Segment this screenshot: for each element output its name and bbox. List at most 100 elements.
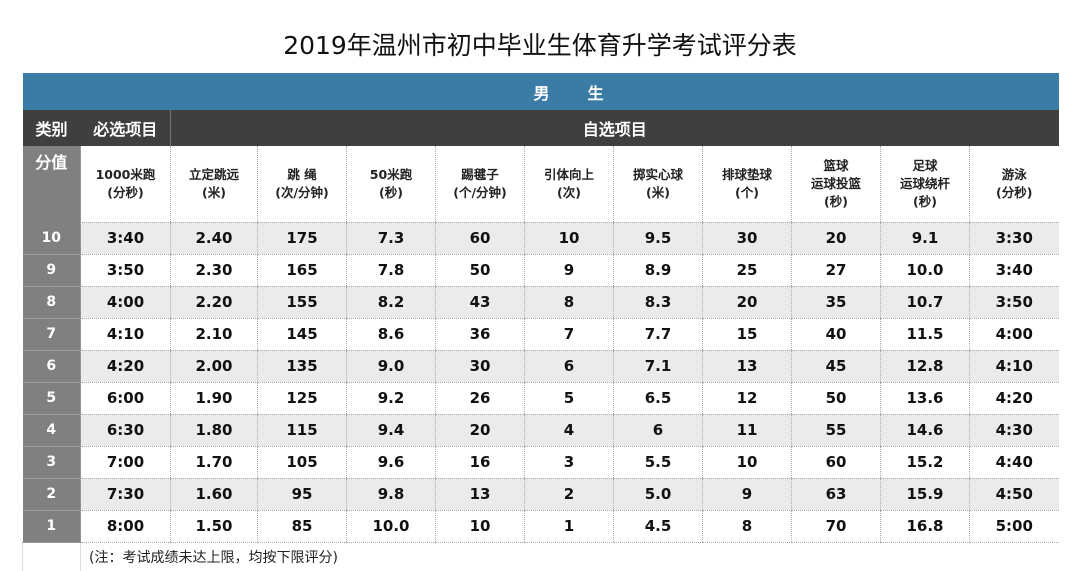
table-row: 7 4:10 2.10 145 8.6 36 7 7.7 15 40 11.5 4:00: [22, 318, 1059, 351]
page-title: 2019年温州市初中毕业生体育升学考试评分表: [283, 31, 797, 60]
value-cell: 8: [524, 286, 614, 319]
value-cell: 4:30: [969, 414, 1059, 447]
column-header: 踢毽子 (个/分钟): [435, 146, 525, 223]
value-cell: 10: [524, 222, 614, 255]
value-cell: 10: [435, 510, 525, 543]
value-cell: 4.5: [613, 510, 703, 543]
score-cell: 1: [22, 510, 81, 543]
value-cell: 3:50: [969, 286, 1059, 319]
column-header: 排球垫球 (个): [702, 146, 792, 223]
value-cell: 11: [702, 414, 792, 447]
optional-label: 自选项目: [170, 110, 1059, 146]
value-cell: 43: [435, 286, 525, 319]
value-cell: 63: [791, 478, 881, 511]
score-table: 男 生 类别 必选项目 自选项目 分值 1000米跑 (分秒) 立定跳远 (米) 跳 绳…: [22, 73, 1059, 571]
column-header-line: (秒): [379, 184, 403, 200]
value-cell: 5: [524, 382, 614, 415]
value-cell: 60: [791, 446, 881, 479]
value-cell: 9.2: [346, 382, 436, 415]
value-cell: 7.1: [613, 350, 703, 383]
table-row: 6 4:20 2.00 135 9.0 30 6 7.1 13 45 12.8 4:10: [22, 350, 1059, 383]
value-cell: 1: [524, 510, 614, 543]
value-cell: 3:40: [80, 222, 171, 255]
value-cell: 11.5: [880, 318, 970, 351]
column-header-line: (米): [646, 184, 670, 200]
table-row: 2 7:30 1.60 95 9.8 13 2 5.0 9 63 15.9 4:50: [22, 478, 1059, 511]
value-cell: 8.2: [346, 286, 436, 319]
column-header-line: (秒): [824, 193, 848, 209]
value-cell: 50: [435, 254, 525, 287]
column-header-line: (分秒): [107, 184, 144, 200]
value-cell: 30: [435, 350, 525, 383]
column-header-line: 足球: [912, 157, 938, 173]
value-cell: 2.00: [170, 350, 258, 383]
value-cell: 9.5: [613, 222, 703, 255]
value-cell: 3: [524, 446, 614, 479]
value-cell: 9.1: [880, 222, 970, 255]
value-cell: 12.8: [880, 350, 970, 383]
value-cell: 6.5: [613, 382, 703, 415]
value-cell: 115: [257, 414, 347, 447]
table-row: 5 6:00 1.90 125 9.2 26 5 6.5 12 50 13.6 4:20: [22, 382, 1059, 415]
column-header-line: 篮球: [823, 157, 849, 173]
column-header: 引体向上 (次): [524, 146, 614, 223]
value-cell: 30: [702, 222, 792, 255]
value-cell: 8.9: [613, 254, 703, 287]
column-header-line: (次): [557, 184, 581, 200]
column-header: 掷实心球 (米): [613, 146, 703, 223]
value-cell: 6:00: [80, 382, 171, 415]
table-row: 4 6:30 1.80 115 9.4 20 4 6 11 55 14.6 4:30: [22, 414, 1059, 447]
value-cell: 2.30: [170, 254, 258, 287]
value-cell: 9.6: [346, 446, 436, 479]
value-cell: 4:00: [969, 318, 1059, 351]
value-cell: 12: [702, 382, 792, 415]
score-cell: 8: [22, 286, 81, 319]
value-cell: 125: [257, 382, 347, 415]
column-header-line: 1000米跑: [95, 166, 156, 182]
score-cell: 7: [22, 318, 81, 351]
column-header-line: (次/分钟): [275, 184, 329, 200]
column-header-line: 立定跳远: [188, 166, 239, 182]
column-header: 1000米跑 (分秒): [80, 146, 171, 223]
value-cell: 5.0: [613, 478, 703, 511]
value-cell: 7:00: [80, 446, 171, 479]
column-header: 立定跳远 (米): [170, 146, 258, 223]
column-header: 游泳 (分秒): [969, 146, 1059, 223]
value-cell: 10.7: [880, 286, 970, 319]
blank-cell: [22, 542, 81, 571]
value-cell: 9: [702, 478, 792, 511]
value-cell: 4:10: [80, 318, 171, 351]
value-cell: 9.8: [346, 478, 436, 511]
value-cell: 55: [791, 414, 881, 447]
value-cell: 135: [257, 350, 347, 383]
value-cell: 20: [435, 414, 525, 447]
column-header-line: 踢毽子: [461, 166, 499, 182]
value-cell: 13: [435, 478, 525, 511]
value-cell: 8:00: [80, 510, 171, 543]
value-cell: 16: [435, 446, 525, 479]
column-header-line: (米): [202, 184, 226, 200]
value-cell: 6: [613, 414, 703, 447]
column-header-line: (个): [735, 184, 759, 200]
value-cell: 95: [257, 478, 347, 511]
value-cell: 13.6: [880, 382, 970, 415]
score-cell: 4: [22, 414, 81, 447]
value-cell: 155: [257, 286, 347, 319]
value-cell: 165: [257, 254, 347, 287]
column-header: 篮球 运球投篮 (秒): [791, 146, 881, 223]
value-cell: 2: [524, 478, 614, 511]
value-cell: 20: [791, 222, 881, 255]
value-cell: 7: [524, 318, 614, 351]
column-header-line: (分秒): [996, 184, 1033, 200]
value-cell: 10.0: [346, 510, 436, 543]
column-header-line: 排球垫球: [721, 166, 772, 182]
value-cell: 6:30: [80, 414, 171, 447]
value-cell: 45: [791, 350, 881, 383]
value-cell: 36: [435, 318, 525, 351]
value-cell: 50: [791, 382, 881, 415]
value-cell: 35: [791, 286, 881, 319]
value-cell: 25: [702, 254, 792, 287]
value-cell: 13: [702, 350, 792, 383]
value-cell: 15: [702, 318, 792, 351]
column-header-line: (个/分钟): [453, 184, 507, 200]
